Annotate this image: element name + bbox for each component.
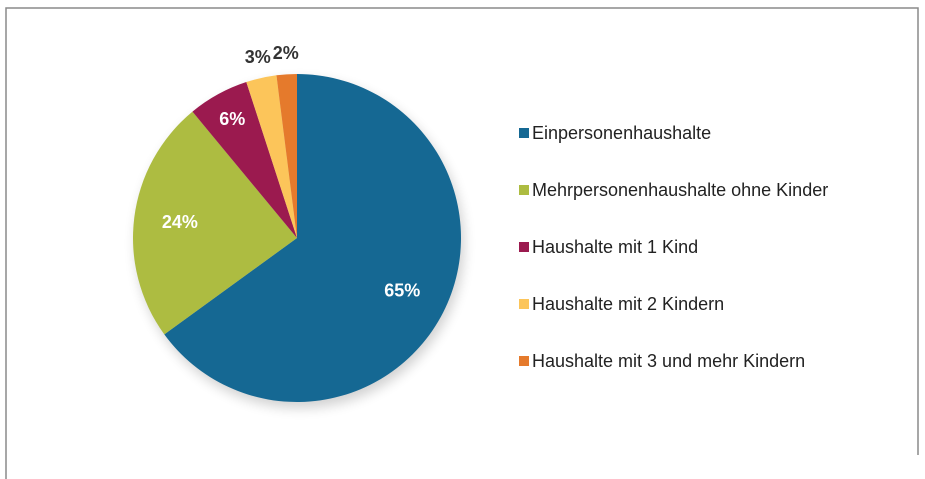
legend-swatch xyxy=(519,185,529,195)
legend-label: Haushalte mit 2 Kindern xyxy=(532,294,724,314)
legend-swatch xyxy=(519,299,529,309)
data-label: 3% xyxy=(245,47,271,67)
pie: 65% 24% 6% 3% 2% xyxy=(132,43,461,403)
pie-slice xyxy=(132,111,297,335)
data-label: 6% xyxy=(219,109,245,129)
legend-swatch xyxy=(519,356,529,366)
data-label: 24% xyxy=(162,212,198,232)
legend-swatch xyxy=(519,242,529,252)
legend-label: Haushalte mit 1 Kind xyxy=(532,237,698,257)
data-label: 2% xyxy=(273,43,299,63)
pie-slice xyxy=(164,74,461,403)
data-label: 65% xyxy=(384,280,420,300)
pie-slice xyxy=(192,82,297,238)
pie-slice xyxy=(246,75,297,239)
legend-label: Haushalte mit 3 und mehr Kindern xyxy=(532,351,805,371)
pie-slice xyxy=(276,74,297,238)
legend: Einpersonenhaushalte Mehrpersonenhaushalt… xyxy=(519,123,828,371)
legend-label: Mehrpersonenhaushalte ohne Kinder xyxy=(532,180,828,200)
frame xyxy=(5,7,919,479)
legend-swatch xyxy=(519,128,529,138)
legend-label: Einpersonenhaushalte xyxy=(532,123,711,143)
